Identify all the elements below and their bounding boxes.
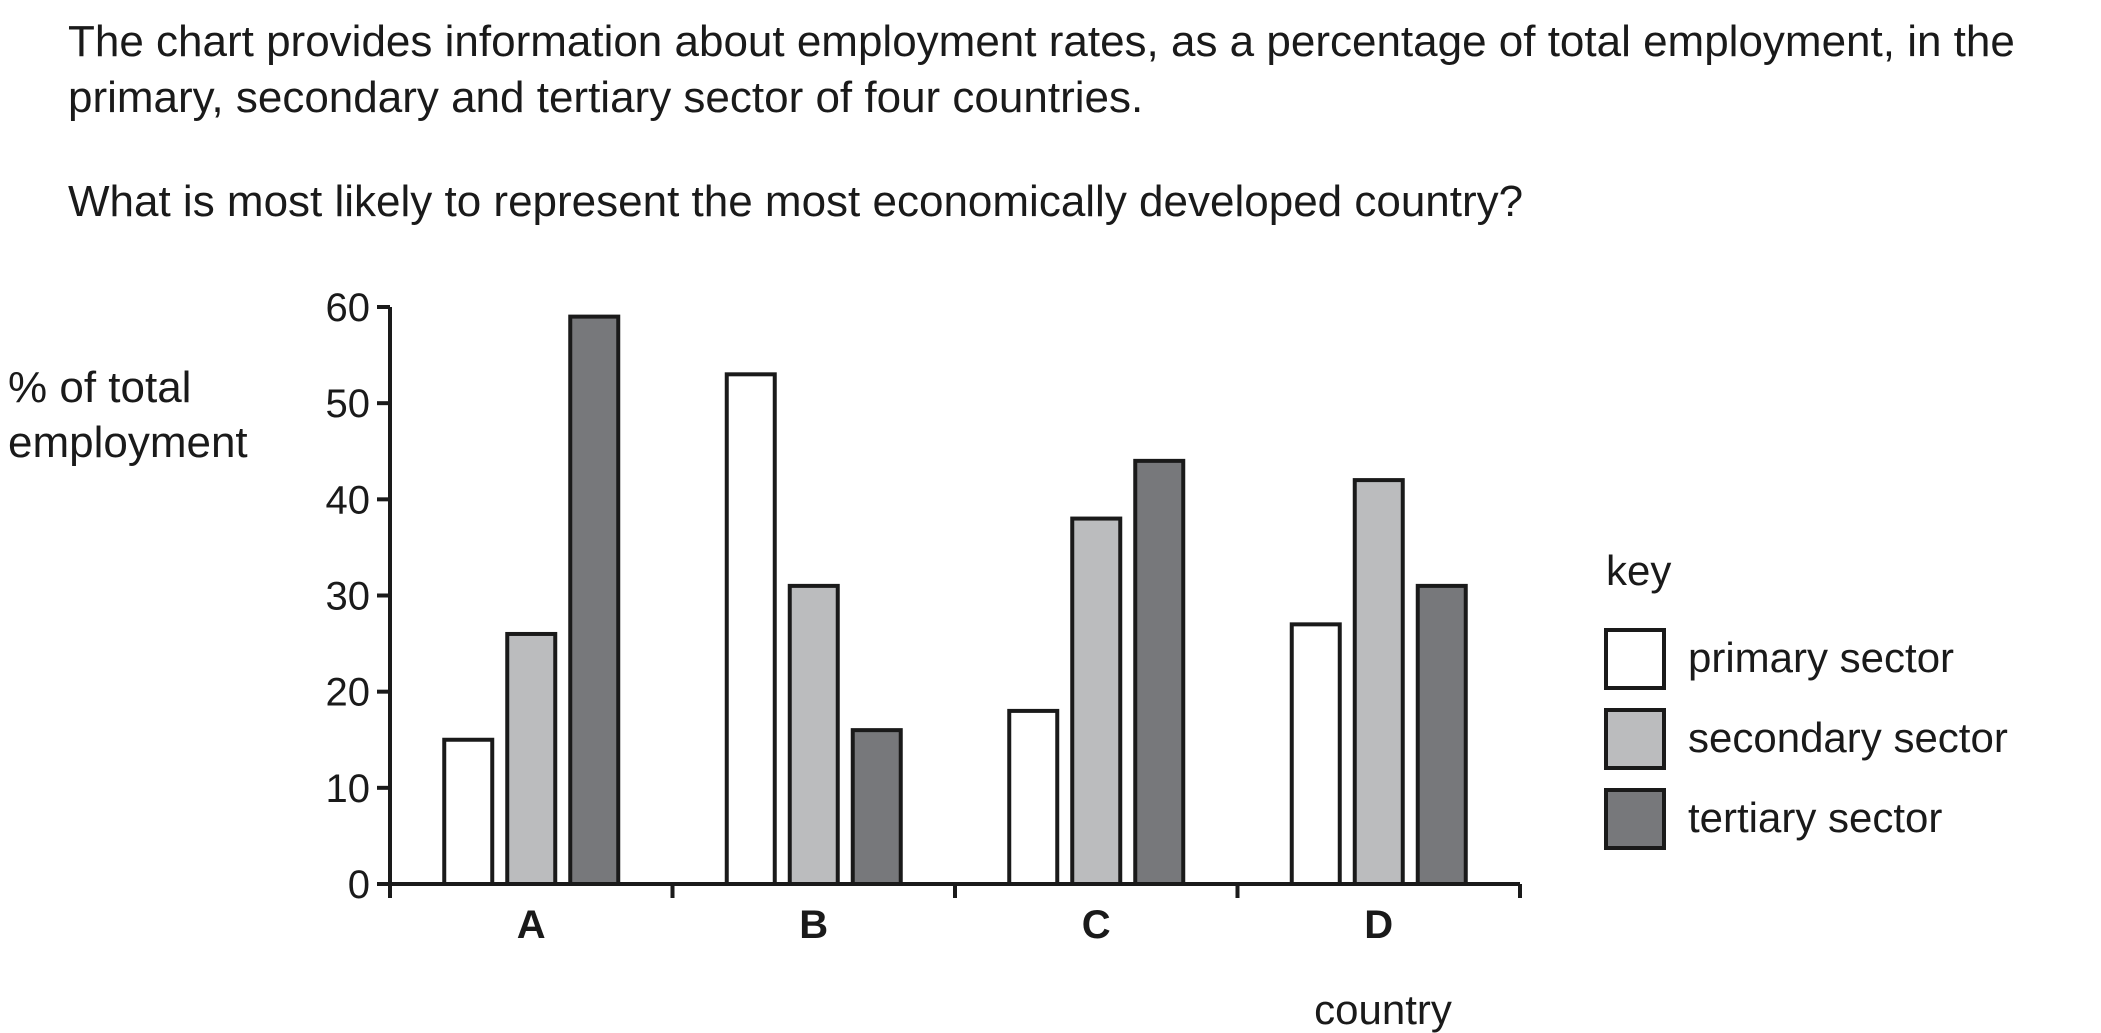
x-tick-label-A: A (517, 903, 546, 947)
question-prompt: What is most likely to represent the mos… (68, 177, 1524, 226)
legend-swatch-secondary-sector (1604, 708, 1666, 770)
y-tick-label-30: 30 (326, 575, 371, 619)
legend-label-secondary-sector: secondary sector (1688, 714, 2008, 761)
y-tick-label-40: 40 (326, 478, 371, 522)
bar-D-primary-sector (1289, 622, 1342, 886)
axes-group: A B C D 0 10 20 30 40 50 60 country (326, 286, 1522, 1033)
bar-D-tertiary-sector (1415, 583, 1468, 887)
y-axis-title-line-2: employment (8, 418, 248, 467)
legend-swatch-tertiary-sector (1604, 788, 1666, 850)
legend-group: key primary sector secondary sector tertiar… (1604, 547, 2008, 850)
x-tick-label-B: B (799, 903, 828, 947)
bar-B-secondary-sector (787, 583, 840, 887)
bars-group (442, 314, 1468, 887)
bar-C-primary-sector (1007, 708, 1060, 887)
y-tick-label-10: 10 (326, 767, 371, 811)
bar-A-tertiary-sector (568, 314, 621, 887)
legend-label-tertiary-sector: tertiary sector (1688, 794, 1942, 841)
bar-A-secondary-sector (505, 631, 558, 887)
bar-D-secondary-sector (1352, 478, 1405, 886)
bar-A-primary-sector (442, 737, 495, 886)
x-axis-title: country (1314, 986, 1452, 1033)
y-tick-label-0: 0 (348, 863, 370, 907)
question-intro: The chart provides information about emp… (68, 17, 2015, 122)
y-tick-label-50: 50 (326, 382, 371, 426)
x-tick-label-D: D (1364, 903, 1393, 947)
bar-B-primary-sector (724, 372, 777, 886)
legend-title: key (1606, 547, 1671, 594)
y-tick-label-60: 60 (326, 286, 371, 330)
legend-label-primary-sector: primary sector (1688, 634, 1954, 681)
y-axis-title-line-1: % of total (8, 363, 192, 412)
question-text: The chart provides information about emp… (68, 14, 2068, 230)
x-tick-label-C: C (1082, 903, 1111, 947)
legend-swatch-primary-sector (1604, 628, 1666, 690)
y-axis-title: % of total employment (8, 360, 248, 470)
bar-C-tertiary-sector (1133, 458, 1186, 886)
bar-C-secondary-sector (1070, 516, 1123, 886)
bar-B-tertiary-sector (850, 728, 903, 887)
y-tick-label-20: 20 (326, 671, 371, 715)
